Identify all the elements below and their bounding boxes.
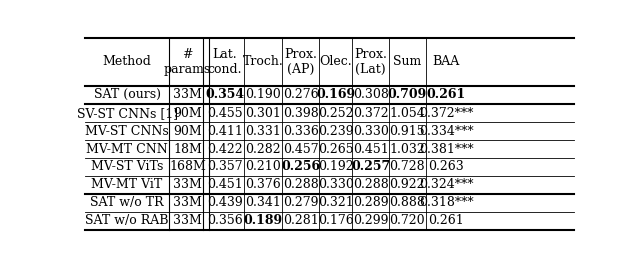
Text: 0.252: 0.252 <box>318 107 353 120</box>
Text: MV-MT ViT: MV-MT ViT <box>92 178 163 191</box>
Text: 0.334***: 0.334*** <box>419 125 474 138</box>
Text: 0.422: 0.422 <box>207 143 243 155</box>
Text: 0.299: 0.299 <box>353 214 388 227</box>
Text: 0.411: 0.411 <box>207 125 243 138</box>
Text: SV-ST CNNs [1]: SV-ST CNNs [1] <box>77 107 178 120</box>
Text: 0.354: 0.354 <box>205 88 244 101</box>
Text: 0.330: 0.330 <box>317 178 354 191</box>
Text: 0.457: 0.457 <box>283 143 319 155</box>
Text: 90M: 90M <box>173 125 202 138</box>
Text: SAT w/o TR: SAT w/o TR <box>90 196 164 209</box>
Text: 0.888: 0.888 <box>389 196 426 209</box>
Text: 0.372***: 0.372*** <box>419 107 473 120</box>
Text: Olec.: Olec. <box>319 55 352 68</box>
Text: 0.263: 0.263 <box>428 161 464 173</box>
Text: SAT (ours): SAT (ours) <box>93 88 161 101</box>
Text: 0.922: 0.922 <box>390 178 425 191</box>
Text: 0.372: 0.372 <box>353 107 388 120</box>
Text: 0.239: 0.239 <box>318 125 353 138</box>
Text: 0.256: 0.256 <box>281 161 320 173</box>
Text: 1.054: 1.054 <box>390 107 425 120</box>
Text: 90M: 90M <box>173 107 202 120</box>
Text: 168M: 168M <box>169 161 206 173</box>
Text: 0.192: 0.192 <box>318 161 353 173</box>
Text: 0.381***: 0.381*** <box>419 143 474 155</box>
Text: Troch.: Troch. <box>243 55 284 68</box>
Text: 0.324***: 0.324*** <box>419 178 474 191</box>
Text: 0.915: 0.915 <box>390 125 425 138</box>
Text: Lat.
cond.: Lat. cond. <box>208 48 243 76</box>
Text: 0.321: 0.321 <box>318 196 353 209</box>
Text: 0.330: 0.330 <box>353 125 388 138</box>
Text: 0.190: 0.190 <box>245 88 281 101</box>
Text: 0.261: 0.261 <box>428 214 464 227</box>
Text: 0.257: 0.257 <box>351 161 390 173</box>
Text: 0.357: 0.357 <box>207 161 243 173</box>
Text: 0.451: 0.451 <box>353 143 388 155</box>
Text: 0.279: 0.279 <box>283 196 319 209</box>
Text: Prox.
(AP): Prox. (AP) <box>284 48 317 76</box>
Text: 0.720: 0.720 <box>390 214 425 227</box>
Text: 33M: 33M <box>173 178 202 191</box>
Text: Sum: Sum <box>393 55 422 68</box>
Text: BAA: BAA <box>433 55 460 68</box>
Text: SAT w/o RAB: SAT w/o RAB <box>85 214 169 227</box>
Text: 0.176: 0.176 <box>318 214 353 227</box>
Text: 0.331: 0.331 <box>245 125 281 138</box>
Text: 0.439: 0.439 <box>207 196 243 209</box>
Text: 0.376: 0.376 <box>245 178 281 191</box>
Text: 18M: 18M <box>173 143 202 155</box>
Text: MV-ST ViTs: MV-ST ViTs <box>91 161 163 173</box>
Text: 0.281: 0.281 <box>283 214 319 227</box>
Text: 1.032: 1.032 <box>390 143 425 155</box>
Text: 33M: 33M <box>173 88 202 101</box>
Text: 0.276: 0.276 <box>283 88 319 101</box>
Text: 0.341: 0.341 <box>245 196 281 209</box>
Text: 0.289: 0.289 <box>353 196 388 209</box>
Text: 0.301: 0.301 <box>245 107 281 120</box>
Text: 0.282: 0.282 <box>246 143 281 155</box>
Text: 0.169: 0.169 <box>316 88 355 101</box>
Text: 0.261: 0.261 <box>426 88 466 101</box>
Text: 0.210: 0.210 <box>245 161 281 173</box>
Text: 33M: 33M <box>173 214 202 227</box>
Text: #
params: # params <box>164 48 211 76</box>
Text: 0.398: 0.398 <box>283 107 319 120</box>
Text: Method: Method <box>102 55 152 68</box>
Text: 0.288: 0.288 <box>283 178 319 191</box>
Text: 0.308: 0.308 <box>353 88 388 101</box>
Text: 0.318***: 0.318*** <box>419 196 474 209</box>
Text: 0.189: 0.189 <box>244 214 283 227</box>
Text: 0.709: 0.709 <box>388 88 427 101</box>
Text: 0.265: 0.265 <box>318 143 353 155</box>
Text: 0.356: 0.356 <box>207 214 243 227</box>
Text: 33M: 33M <box>173 196 202 209</box>
Text: 0.451: 0.451 <box>207 178 243 191</box>
Text: 0.288: 0.288 <box>353 178 388 191</box>
Text: Prox.
(Lat): Prox. (Lat) <box>354 48 387 76</box>
Text: MV-ST CNNs: MV-ST CNNs <box>85 125 169 138</box>
Text: 0.455: 0.455 <box>207 107 243 120</box>
Text: 0.728: 0.728 <box>390 161 425 173</box>
Text: 0.336: 0.336 <box>283 125 319 138</box>
Text: MV-MT CNN: MV-MT CNN <box>86 143 168 155</box>
